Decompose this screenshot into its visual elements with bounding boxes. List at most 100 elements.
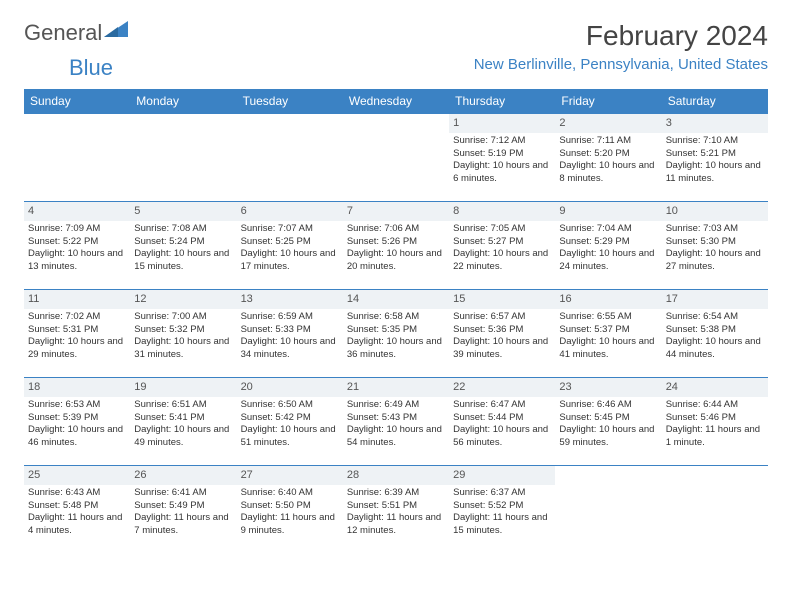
day-details: Sunrise: 6:55 AMSunset: 5:37 PMDaylight:… [559, 311, 657, 362]
day-cell-10: 10 Sunrise: 7:03 AMSunset: 5:30 PMDayligh… [662, 202, 768, 290]
day-number: 27 [237, 466, 343, 485]
week-row: 18 Sunrise: 6:53 AMSunset: 5:39 PMDayligh… [24, 378, 768, 466]
day-cell-4: 4 Sunrise: 7:09 AMSunset: 5:22 PMDaylight… [24, 202, 130, 290]
day-number: 13 [237, 290, 343, 309]
empty-cell [662, 466, 768, 554]
day-number: 25 [24, 466, 130, 485]
weekday-header-row: SundayMondayTuesdayWednesdayThursdayFrid… [24, 89, 768, 114]
day-cell-20: 20 Sunrise: 6:50 AMSunset: 5:42 PMDayligh… [237, 378, 343, 466]
empty-cell [555, 466, 661, 554]
day-number: 28 [343, 466, 449, 485]
day-details: Sunrise: 6:41 AMSunset: 5:49 PMDaylight:… [134, 487, 232, 538]
day-cell-7: 7 Sunrise: 7:06 AMSunset: 5:26 PMDaylight… [343, 202, 449, 290]
day-number: 26 [130, 466, 236, 485]
day-cell-11: 11 Sunrise: 7:02 AMSunset: 5:31 PMDayligh… [24, 290, 130, 378]
day-cell-3: 3 Sunrise: 7:10 AMSunset: 5:21 PMDaylight… [662, 114, 768, 202]
day-details: Sunrise: 6:58 AMSunset: 5:35 PMDaylight:… [347, 311, 445, 362]
day-cell-6: 6 Sunrise: 7:07 AMSunset: 5:25 PMDaylight… [237, 202, 343, 290]
day-details: Sunrise: 6:44 AMSunset: 5:46 PMDaylight:… [666, 399, 764, 450]
week-row: 4 Sunrise: 7:09 AMSunset: 5:22 PMDaylight… [24, 202, 768, 290]
day-details: Sunrise: 7:12 AMSunset: 5:19 PMDaylight:… [453, 135, 551, 186]
day-details: Sunrise: 6:59 AMSunset: 5:33 PMDaylight:… [241, 311, 339, 362]
day-details: Sunrise: 6:49 AMSunset: 5:43 PMDaylight:… [347, 399, 445, 450]
day-cell-26: 26 Sunrise: 6:41 AMSunset: 5:49 PMDayligh… [130, 466, 236, 554]
logo-text-a: General [24, 20, 102, 46]
day-number: 7 [343, 202, 449, 221]
day-cell-28: 28 Sunrise: 6:39 AMSunset: 5:51 PMDayligh… [343, 466, 449, 554]
day-cell-9: 9 Sunrise: 7:04 AMSunset: 5:29 PMDaylight… [555, 202, 661, 290]
logo: General [24, 20, 128, 46]
day-cell-18: 18 Sunrise: 6:53 AMSunset: 5:39 PMDayligh… [24, 378, 130, 466]
weekday-saturday: Saturday [662, 89, 768, 114]
day-details: Sunrise: 6:54 AMSunset: 5:38 PMDaylight:… [666, 311, 764, 362]
day-cell-1: 1 Sunrise: 7:12 AMSunset: 5:19 PMDaylight… [449, 114, 555, 202]
day-details: Sunrise: 6:40 AMSunset: 5:50 PMDaylight:… [241, 487, 339, 538]
logo-text-b: Blue [69, 55, 113, 80]
day-details: Sunrise: 6:46 AMSunset: 5:45 PMDaylight:… [559, 399, 657, 450]
week-row: 11 Sunrise: 7:02 AMSunset: 5:31 PMDayligh… [24, 290, 768, 378]
day-number: 17 [662, 290, 768, 309]
day-cell-13: 13 Sunrise: 6:59 AMSunset: 5:33 PMDayligh… [237, 290, 343, 378]
day-details: Sunrise: 7:10 AMSunset: 5:21 PMDaylight:… [666, 135, 764, 186]
day-details: Sunrise: 6:39 AMSunset: 5:51 PMDaylight:… [347, 487, 445, 538]
empty-cell [24, 114, 130, 202]
empty-cell [237, 114, 343, 202]
month-year: February 2024 [474, 20, 768, 52]
day-details: Sunrise: 7:05 AMSunset: 5:27 PMDaylight:… [453, 223, 551, 274]
day-details: Sunrise: 7:09 AMSunset: 5:22 PMDaylight:… [28, 223, 126, 274]
day-details: Sunrise: 6:51 AMSunset: 5:41 PMDaylight:… [134, 399, 232, 450]
day-details: Sunrise: 6:50 AMSunset: 5:42 PMDaylight:… [241, 399, 339, 450]
day-number: 11 [24, 290, 130, 309]
day-cell-15: 15 Sunrise: 6:57 AMSunset: 5:36 PMDayligh… [449, 290, 555, 378]
day-number: 5 [130, 202, 236, 221]
weekday-tuesday: Tuesday [237, 89, 343, 114]
day-details: Sunrise: 7:04 AMSunset: 5:29 PMDaylight:… [559, 223, 657, 274]
day-number: 1 [449, 114, 555, 133]
day-number: 18 [24, 378, 130, 397]
day-number: 6 [237, 202, 343, 221]
day-cell-21: 21Sunrise: 6:49 AMSunset: 5:43 PMDayligh… [343, 378, 449, 466]
week-row: 1 Sunrise: 7:12 AMSunset: 5:19 PMDaylight… [24, 114, 768, 202]
day-number: 16 [555, 290, 661, 309]
day-cell-14: 14 Sunrise: 6:58 AMSunset: 5:35 PMDayligh… [343, 290, 449, 378]
day-details: Sunrise: 7:02 AMSunset: 5:31 PMDaylight:… [28, 311, 126, 362]
day-number: 10 [662, 202, 768, 221]
day-number: 3 [662, 114, 768, 133]
day-details: Sunrise: 7:08 AMSunset: 5:24 PMDaylight:… [134, 223, 232, 274]
day-number: 12 [130, 290, 236, 309]
day-details: Sunrise: 7:03 AMSunset: 5:30 PMDaylight:… [666, 223, 764, 274]
weekday-thursday: Thursday [449, 89, 555, 114]
weekday-sunday: Sunday [24, 89, 130, 114]
day-details: Sunrise: 6:53 AMSunset: 5:39 PMDaylight:… [28, 399, 126, 450]
day-number: 20 [237, 378, 343, 397]
day-cell-2: 2Sunrise: 7:11 AMSunset: 5:20 PMDaylight… [555, 114, 661, 202]
day-cell-23: 23Sunrise: 6:46 AMSunset: 5:45 PMDayligh… [555, 378, 661, 466]
day-cell-8: 8 Sunrise: 7:05 AMSunset: 5:27 PMDaylight… [449, 202, 555, 290]
day-number: 14 [343, 290, 449, 309]
day-details: Sunrise: 6:37 AMSunset: 5:52 PMDaylight:… [453, 487, 551, 538]
empty-cell [343, 114, 449, 202]
day-cell-22: 22Sunrise: 6:47 AMSunset: 5:44 PMDayligh… [449, 378, 555, 466]
day-details: Sunrise: 6:47 AMSunset: 5:44 PMDaylight:… [453, 399, 551, 450]
day-cell-19: 19 Sunrise: 6:51 AMSunset: 5:41 PMDayligh… [130, 378, 236, 466]
day-cell-27: 27 Sunrise: 6:40 AMSunset: 5:50 PMDayligh… [237, 466, 343, 554]
day-cell-29: 29Sunrise: 6:37 AMSunset: 5:52 PMDayligh… [449, 466, 555, 554]
day-details: Sunrise: 7:00 AMSunset: 5:32 PMDaylight:… [134, 311, 232, 362]
week-row: 25 Sunrise: 6:43 AMSunset: 5:48 PMDayligh… [24, 466, 768, 554]
day-number: 4 [24, 202, 130, 221]
day-cell-5: 5 Sunrise: 7:08 AMSunset: 5:24 PMDaylight… [130, 202, 236, 290]
day-details: Sunrise: 6:57 AMSunset: 5:36 PMDaylight:… [453, 311, 551, 362]
day-details: Sunrise: 7:06 AMSunset: 5:26 PMDaylight:… [347, 223, 445, 274]
day-number: 15 [449, 290, 555, 309]
weekday-monday: Monday [130, 89, 236, 114]
day-details: Sunrise: 7:07 AMSunset: 5:25 PMDaylight:… [241, 223, 339, 274]
weekday-friday: Friday [555, 89, 661, 114]
day-details: Sunrise: 7:11 AMSunset: 5:20 PMDaylight:… [559, 135, 657, 186]
day-number: 8 [449, 202, 555, 221]
day-cell-16: 16 Sunrise: 6:55 AMSunset: 5:37 PMDayligh… [555, 290, 661, 378]
day-number: 9 [555, 202, 661, 221]
day-cell-12: 12 Sunrise: 7:00 AMSunset: 5:32 PMDayligh… [130, 290, 236, 378]
day-number: 19 [130, 378, 236, 397]
day-details: Sunrise: 6:43 AMSunset: 5:48 PMDaylight:… [28, 487, 126, 538]
logo-sub: Blue [24, 55, 768, 81]
